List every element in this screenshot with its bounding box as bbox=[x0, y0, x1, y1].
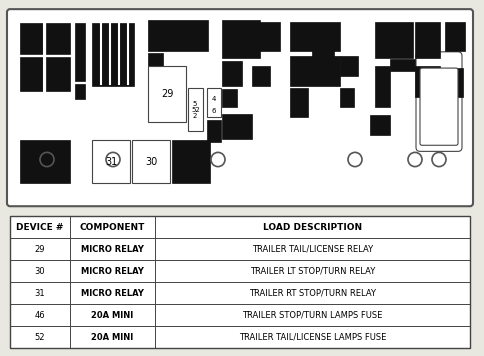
Bar bbox=[207, 88, 221, 117]
Text: DEVICE #: DEVICE # bbox=[16, 222, 63, 231]
Text: 5: 5 bbox=[193, 101, 197, 107]
FancyBboxPatch shape bbox=[415, 52, 461, 151]
Text: 29: 29 bbox=[35, 245, 45, 253]
FancyBboxPatch shape bbox=[419, 68, 457, 145]
Text: MICRO RELAY: MICRO RELAY bbox=[81, 267, 144, 276]
Text: 52: 52 bbox=[35, 333, 45, 341]
Text: TRAILER RT STOP/TURN RELAY: TRAILER RT STOP/TURN RELAY bbox=[248, 288, 375, 298]
Bar bbox=[339, 88, 353, 107]
Bar bbox=[20, 23, 44, 54]
Text: COMPONENT: COMPONENT bbox=[80, 222, 145, 231]
Bar bbox=[389, 59, 414, 71]
Text: 46: 46 bbox=[35, 310, 45, 320]
Bar bbox=[374, 66, 389, 107]
Text: 20A MINI: 20A MINI bbox=[91, 310, 134, 320]
Text: 6: 6 bbox=[212, 108, 216, 114]
Bar bbox=[20, 57, 44, 91]
Bar bbox=[444, 68, 462, 96]
Bar bbox=[172, 140, 210, 183]
Text: MICRO RELAY: MICRO RELAY bbox=[81, 288, 144, 298]
Bar bbox=[252, 22, 279, 51]
Bar bbox=[75, 84, 85, 99]
Bar bbox=[222, 61, 242, 87]
Bar bbox=[188, 88, 203, 131]
Text: 20A MINI: 20A MINI bbox=[91, 333, 134, 341]
Text: TRAILER STOP/TURN LAMPS FUSE: TRAILER STOP/TURN LAMPS FUSE bbox=[242, 310, 382, 320]
Bar bbox=[423, 58, 453, 145]
Bar bbox=[289, 56, 339, 87]
Bar bbox=[222, 114, 252, 139]
Text: 29: 29 bbox=[161, 89, 173, 99]
Bar bbox=[289, 22, 339, 51]
Text: 52: 52 bbox=[191, 107, 199, 113]
Bar bbox=[92, 23, 134, 87]
Bar bbox=[148, 66, 186, 122]
Text: 2: 2 bbox=[193, 113, 197, 119]
Bar bbox=[369, 115, 389, 135]
Bar bbox=[92, 140, 130, 183]
Bar bbox=[444, 22, 464, 51]
Text: 30: 30 bbox=[35, 267, 45, 276]
Text: 31: 31 bbox=[105, 157, 117, 167]
Bar bbox=[414, 22, 439, 58]
Text: 4: 4 bbox=[212, 95, 216, 101]
Text: TRAILER TAIL/LICENSE LAMPS FUSE: TRAILER TAIL/LICENSE LAMPS FUSE bbox=[238, 333, 385, 341]
Text: 31: 31 bbox=[35, 288, 45, 298]
Bar bbox=[148, 53, 163, 66]
Bar bbox=[46, 57, 70, 91]
Bar bbox=[252, 66, 270, 87]
Bar bbox=[414, 66, 439, 96]
Bar bbox=[289, 88, 307, 117]
Bar bbox=[339, 56, 357, 76]
Bar bbox=[207, 120, 221, 142]
Bar bbox=[20, 140, 70, 183]
Bar bbox=[188, 88, 203, 131]
FancyBboxPatch shape bbox=[7, 9, 472, 206]
Bar bbox=[222, 20, 259, 58]
Bar bbox=[46, 23, 70, 54]
Text: TRAILER LT STOP/TURN RELAY: TRAILER LT STOP/TURN RELAY bbox=[249, 267, 374, 276]
Text: TRAILER TAIL/LICENSE RELAY: TRAILER TAIL/LICENSE RELAY bbox=[251, 245, 372, 253]
Text: 30: 30 bbox=[145, 157, 157, 167]
Bar bbox=[374, 22, 412, 58]
Bar bbox=[148, 20, 208, 51]
Text: MICRO RELAY: MICRO RELAY bbox=[81, 245, 144, 253]
Bar bbox=[75, 23, 85, 81]
Bar bbox=[311, 43, 333, 58]
Bar bbox=[132, 140, 170, 183]
Text: LOAD DESCRIPTION: LOAD DESCRIPTION bbox=[262, 222, 362, 231]
Bar bbox=[222, 89, 237, 107]
